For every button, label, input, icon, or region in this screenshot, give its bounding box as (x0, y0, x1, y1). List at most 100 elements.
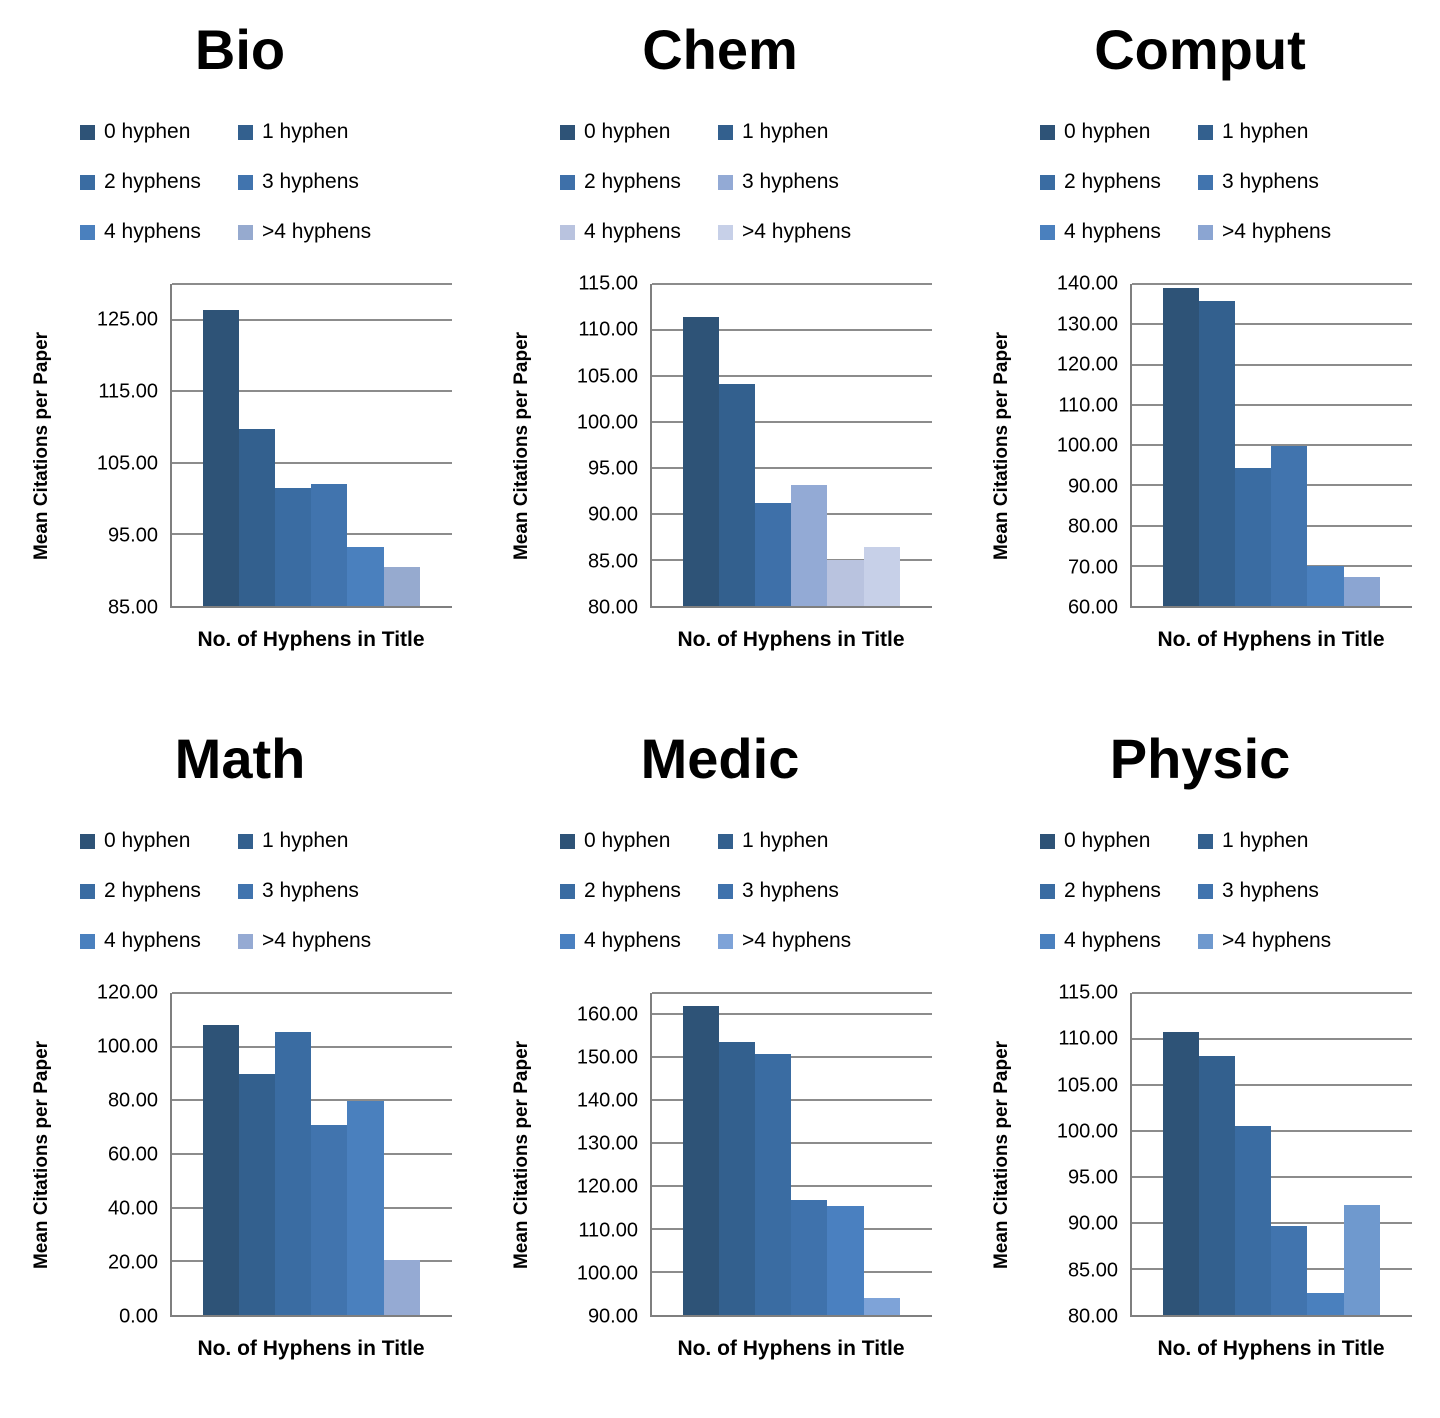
y-tick-label: 110.00 (578, 318, 638, 341)
chart-title: Physic (1109, 727, 1291, 790)
legend-item: >4 hyphens (238, 929, 400, 953)
legend-label: 1 hyphen (262, 120, 349, 143)
y-tick-label: 40.00 (107, 1197, 158, 1220)
x-axis-title: No. of Hyphens in Title (1157, 628, 1385, 651)
gridline (1132, 283, 1412, 285)
legend-swatch (1040, 124, 1055, 140)
chart-area: Mean Citations per Paper 90.00 100.00 110.… (480, 985, 960, 1367)
y-tick-label: 0.00 (119, 1305, 158, 1328)
legend-swatch (560, 933, 575, 949)
legend-item: 2 hyphens (1040, 879, 1198, 903)
bar (1307, 565, 1344, 606)
chart-area: Mean Citations per Paper 60.00 70.00 80.00… (960, 272, 1440, 658)
bar (1343, 1204, 1380, 1315)
legend-swatch (238, 224, 253, 240)
y-tick-label: 100.00 (96, 1035, 158, 1058)
bars (1162, 284, 1380, 606)
y-axis-tick-labels: 80.00 85.00 90.00 95.00 100.00 105.00 110.00 11… (960, 982, 1440, 1367)
chart-panel-chem: Chem 0 hyphen 1 hyphen 2 hyphens 3 hyphens 4… (480, 0, 960, 709)
y-tick-label: 95.00 (107, 524, 158, 547)
y-axis-tick-labels: 80.00 85.00 90.00 95.00 100.00 105.00 110.00 11… (480, 272, 960, 658)
bar (1198, 300, 1236, 606)
y-tick-label: 95.00 (587, 457, 638, 480)
legend-item: 2 hyphens (560, 879, 718, 903)
legend-swatch (1040, 174, 1055, 190)
chart-panel-physic: Physic 0 hyphen 1 hyphen 2 hyphens 3 hyphen… (960, 709, 1440, 1418)
bar (347, 1100, 384, 1315)
y-tick-label: 140.00 (576, 1089, 638, 1112)
gridline (1132, 992, 1412, 994)
gridline (172, 992, 452, 994)
y-tick-label: 100.00 (576, 1262, 638, 1285)
bars (682, 284, 900, 606)
legend-item: >4 hyphens (1198, 929, 1360, 953)
gridline (652, 375, 932, 377)
chart-legend: 0 hyphen 1 hyphen 2 hyphens 3 hyphens 4 hyph… (1040, 829, 1360, 953)
legend-label: 4 hyphens (1064, 929, 1161, 952)
legend-item: 2 hyphens (80, 879, 238, 903)
y-tick-label: 85.00 (1067, 1259, 1118, 1282)
legend-swatch (718, 174, 733, 190)
y-tick-label: 110.00 (578, 1219, 638, 1242)
bar (755, 1053, 792, 1315)
chart-legend: 0 hyphen 1 hyphen 2 hyphens 3 hyphens 4 hyph… (560, 120, 880, 244)
plot-area (170, 992, 452, 1317)
legend-item: >4 hyphens (1198, 220, 1360, 244)
legend-item: >4 hyphens (238, 220, 400, 244)
bar (202, 1024, 239, 1315)
legend-swatch (238, 174, 253, 190)
gridline (652, 1056, 932, 1059)
gridline (652, 283, 932, 285)
y-tick-label: 140.00 (1056, 272, 1118, 295)
y-tick-label: 60.00 (1067, 596, 1118, 619)
legend-swatch (238, 833, 253, 849)
y-axis-tick-labels: 60.00 70.00 80.00 90.00 100.00 110.00 120.00 13… (960, 272, 1440, 658)
bar (791, 1199, 828, 1315)
legend-label: 0 hyphen (584, 829, 671, 852)
y-tick-label: 115.00 (98, 380, 158, 403)
bar (863, 547, 900, 606)
legend-swatch (1198, 224, 1213, 240)
legend-item: >4 hyphens (718, 929, 880, 953)
plot-area (170, 283, 452, 608)
bar (682, 317, 719, 606)
chart-title: Bio (194, 18, 286, 81)
legend-swatch (238, 933, 253, 949)
legend-item: 2 hyphens (80, 170, 238, 194)
y-tick-label: 60.00 (107, 1143, 158, 1166)
legend-item: 1 hyphen (238, 829, 400, 853)
legend-swatch (1198, 124, 1213, 140)
y-tick-label: 90.00 (587, 503, 638, 526)
legend-swatch (80, 224, 95, 240)
bar (718, 1042, 756, 1315)
gridline (172, 318, 452, 321)
legend-item: 3 hyphens (718, 879, 880, 903)
y-tick-label: 115.00 (578, 272, 638, 295)
bar (791, 485, 828, 606)
bar (383, 1260, 420, 1315)
plot-area (1130, 283, 1412, 608)
legend-item: 4 hyphens (80, 220, 238, 244)
chart-legend: 0 hyphen 1 hyphen 2 hyphens 3 hyphens 4 hyph… (80, 120, 400, 244)
legend-label: 4 hyphens (584, 929, 681, 952)
bar (1343, 576, 1380, 606)
legend-label: 0 hyphen (584, 120, 671, 143)
gridline (652, 1013, 932, 1016)
legend-swatch (560, 224, 575, 240)
legend-label: 3 hyphens (262, 879, 359, 902)
y-tick-label: 85.00 (107, 596, 158, 619)
gridline (652, 1142, 932, 1145)
legend-label: 1 hyphen (262, 829, 349, 852)
legend-label: 1 hyphen (742, 120, 829, 143)
gridline (172, 1045, 452, 1048)
legend-swatch (80, 883, 95, 899)
gridline (172, 1099, 452, 1102)
legend-label: 0 hyphen (104, 120, 191, 143)
gridline (652, 467, 932, 469)
bar (347, 547, 384, 606)
y-tick-label: 90.00 (1067, 1212, 1118, 1235)
bar (238, 428, 276, 606)
bar (311, 1125, 348, 1315)
legend-label: 0 hyphen (1064, 120, 1151, 143)
legend-label: 3 hyphens (742, 170, 839, 193)
